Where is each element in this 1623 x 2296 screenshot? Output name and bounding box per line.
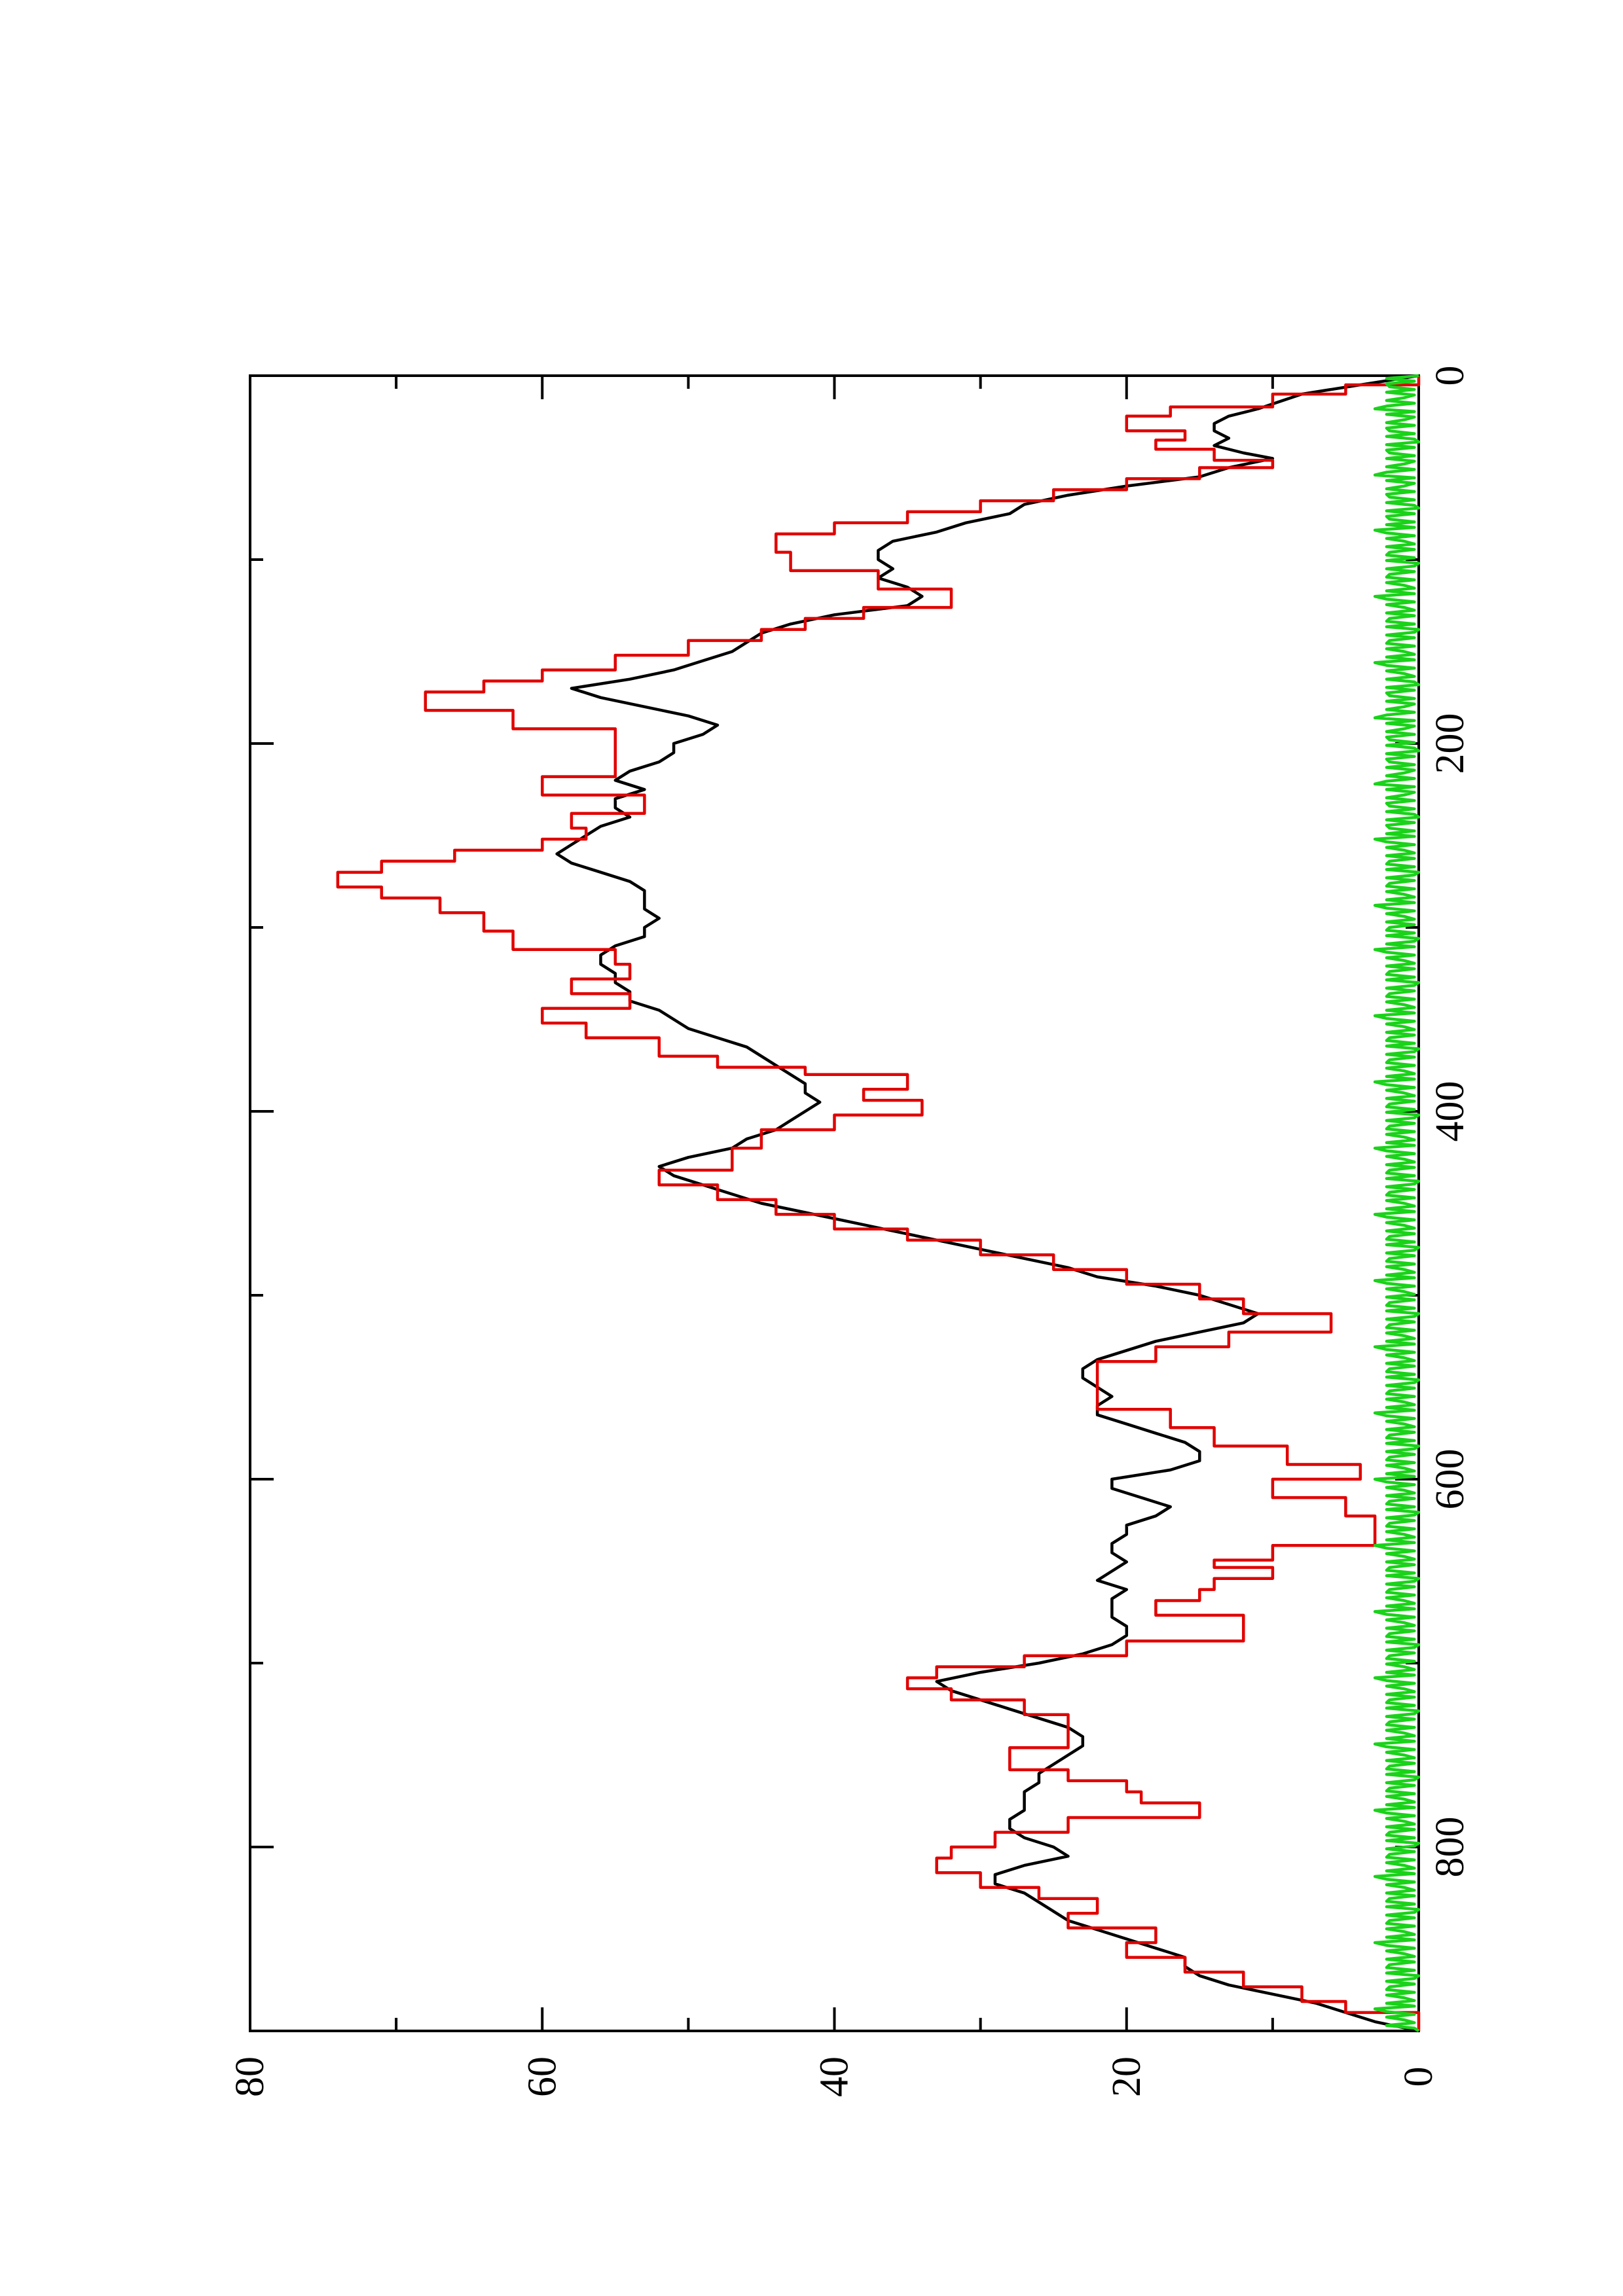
x-tick-label: 200 <box>1428 713 1472 774</box>
tick-labels: 0 200 400 600 800 0 20 40 60 80 <box>228 366 1472 2098</box>
x-tick-label: 800 <box>1428 1817 1472 1878</box>
axis-ticks <box>249 374 1420 2031</box>
plot-border <box>249 374 1420 2032</box>
y-tick-label: 80 <box>228 2056 272 2097</box>
y-tick-label: 60 <box>520 2056 564 2097</box>
x-tick-label: 0 <box>1428 366 1472 386</box>
series-red-step-line <box>336 376 1421 2031</box>
x-tick-label: 400 <box>1428 1081 1472 1142</box>
x-tick-label: 600 <box>1428 1449 1472 1510</box>
series-lines <box>336 374 1421 2033</box>
plot-frame <box>249 374 1420 2032</box>
y-tick-label: 20 <box>1104 2056 1149 2097</box>
series-green-noise-line <box>1373 374 1421 2032</box>
series-black-line <box>555 374 1419 2033</box>
y-tick-label: 40 <box>812 2056 857 2097</box>
y-tick-label: 0 <box>1396 2067 1441 2087</box>
